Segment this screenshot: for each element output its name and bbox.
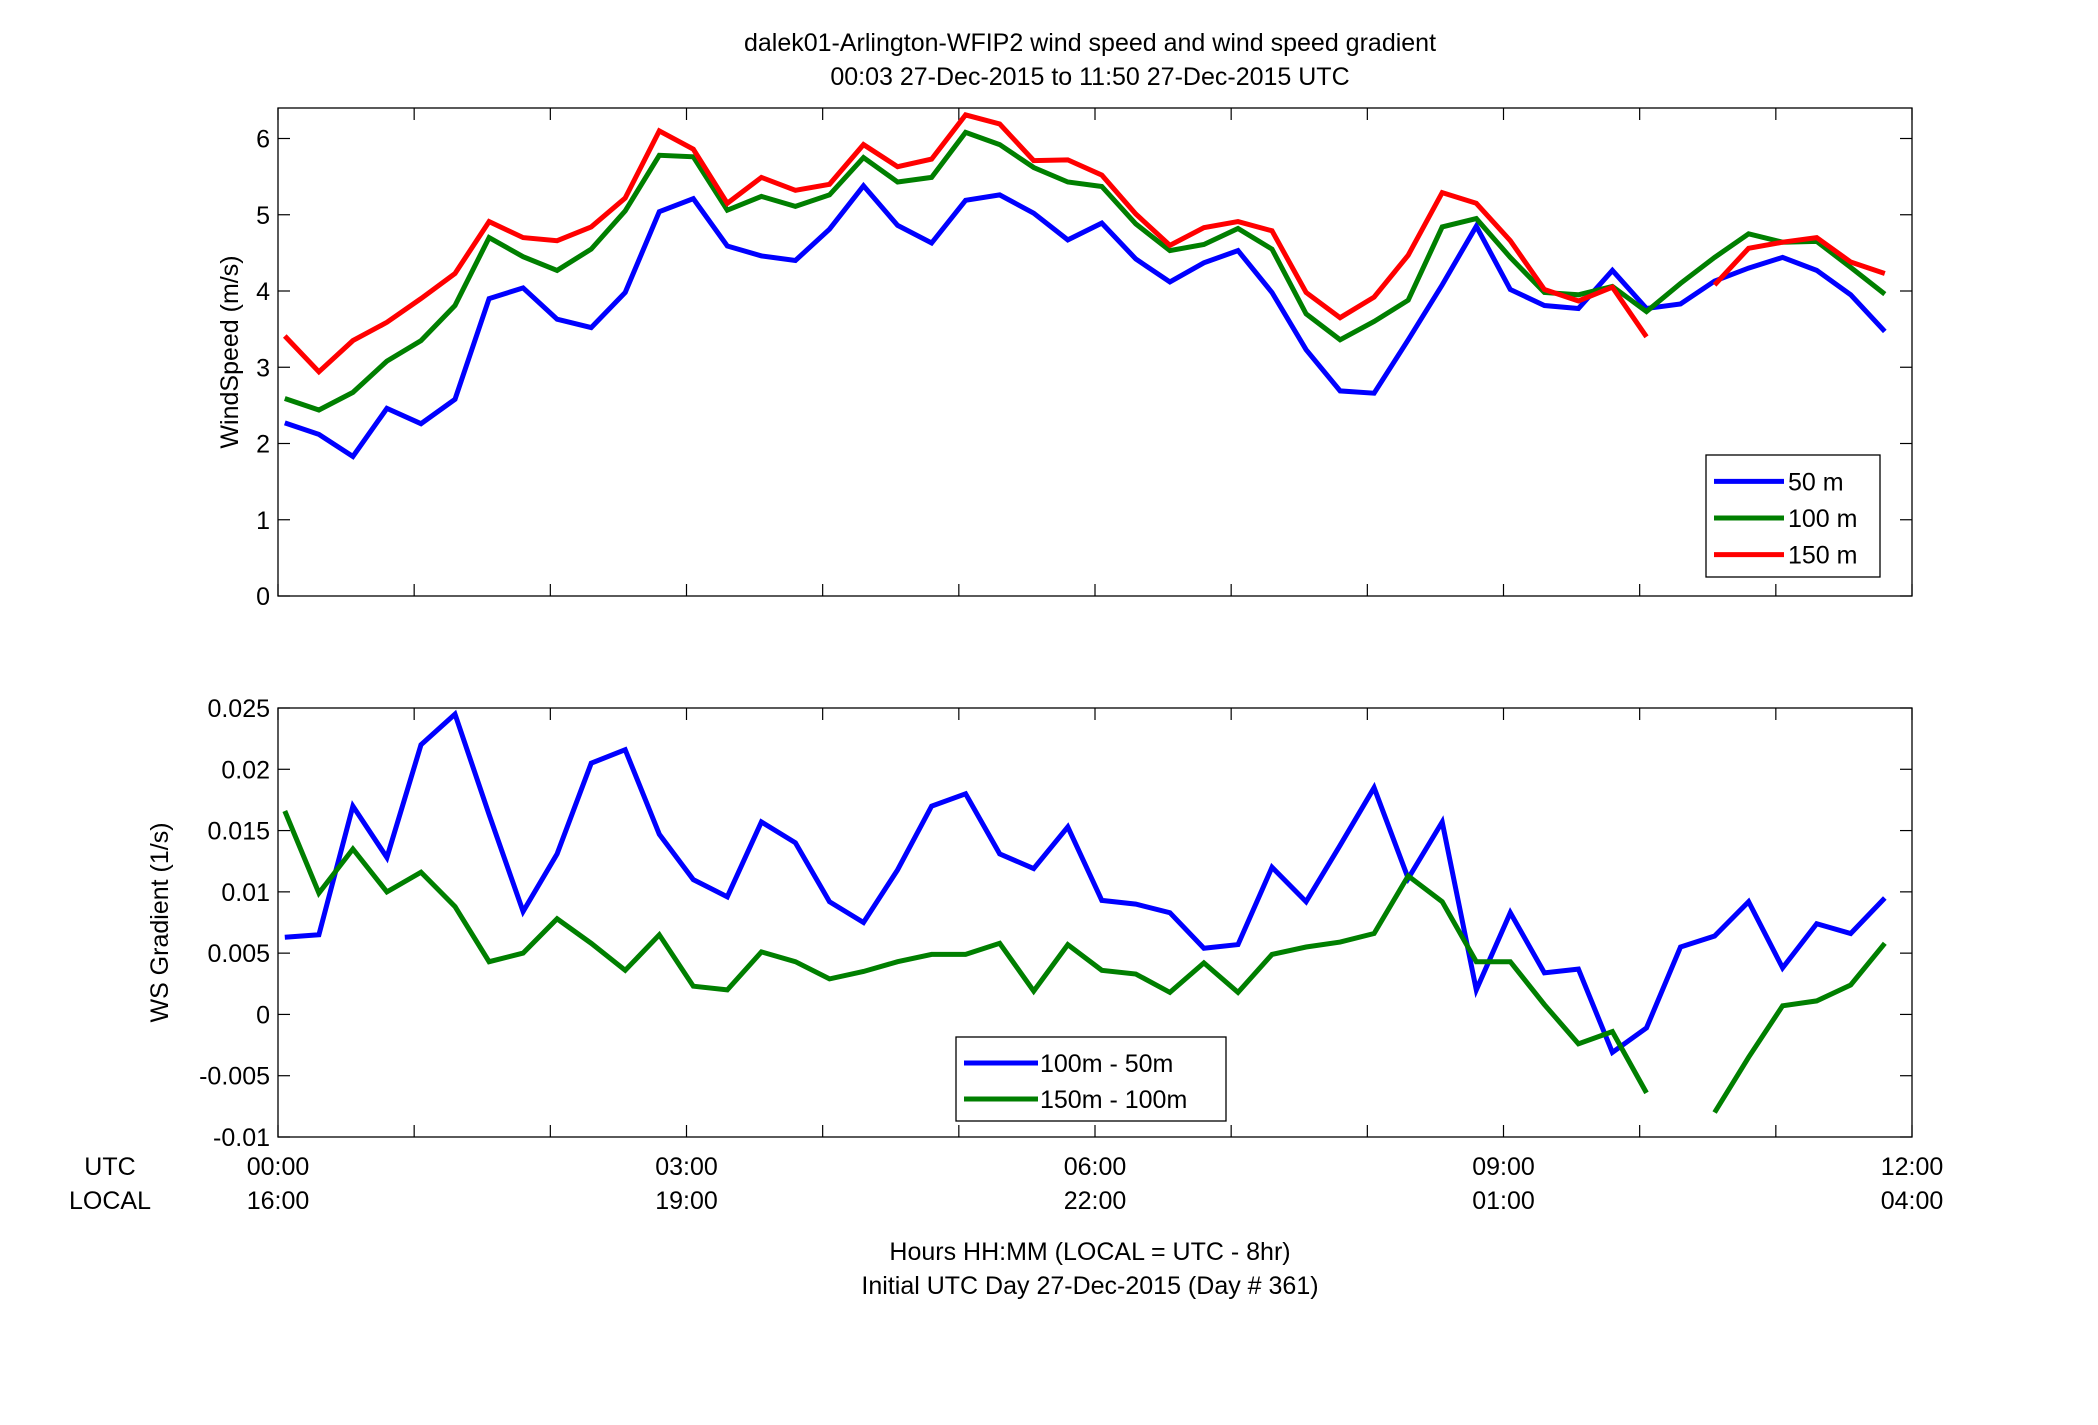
local-tick-label: 04:00: [1881, 1187, 1944, 1215]
y-tick-label: 5: [256, 202, 270, 230]
legend-label: 100m - 50m: [1040, 1050, 1173, 1078]
legend-label: 100 m: [1788, 505, 1857, 533]
y-axis-label: WS Gradient (1/s): [146, 822, 174, 1022]
axes-box: [277, 107, 1913, 597]
y-tick-label: 2: [256, 431, 270, 459]
legend: 50 m 100 m 150 m: [1705, 454, 1881, 578]
legend-label: 50 m: [1788, 468, 1844, 496]
utc-tick-labels: 00:00 03:00 06:00 09:00 12:00: [247, 1153, 1944, 1181]
local-tick-label: 19:00: [655, 1187, 718, 1215]
y-tick-label: 1: [256, 507, 270, 535]
y-tick-label: 3: [256, 354, 270, 382]
legend: 100m - 50m 150m - 100m: [955, 1036, 1227, 1122]
local-tick-labels: 16:00 19:00 22:00 01:00 04:00: [247, 1187, 1944, 1215]
local-tick-label: 22:00: [1064, 1187, 1127, 1215]
legend-box: [955, 1036, 1227, 1122]
y-tick-label: -0.01: [213, 1124, 270, 1152]
series-line-100-m: [284, 129, 1887, 413]
local-tick-label: 16:00: [247, 1187, 310, 1215]
utc-tick-label: 12:00: [1881, 1153, 1944, 1181]
local-tick-label: 01:00: [1472, 1187, 1535, 1215]
y-axis-label: WindSpeed (m/s): [216, 255, 244, 448]
y-tick-label: 0: [256, 1001, 270, 1029]
wind-speed-panel: 0 1 2 3 4 5 6 WindSpeed (m/s) 50 m 100 m 150 m: [216, 107, 1913, 611]
utc-tick-label: 00:00: [247, 1153, 310, 1181]
y-tick-label: 0.02: [221, 756, 270, 784]
series-line-150-m: [282, 112, 1886, 376]
utc-tick-label: 06:00: [1064, 1153, 1127, 1181]
x-axis-label: Hours HH:MM (LOCAL = UTC - 8hr): [889, 1238, 1290, 1266]
series-line-150m-100m: [282, 810, 1887, 1114]
utc-row-label: UTC: [84, 1153, 135, 1181]
legend-label: 150m - 100m: [1040, 1086, 1187, 1114]
y-tick-label: 0.025: [207, 695, 270, 723]
y-tick-label: 4: [256, 278, 270, 306]
legend-label: 150 m: [1788, 542, 1857, 570]
y-tick-label: 0.015: [207, 818, 270, 846]
series-line-50-m: [284, 181, 1887, 460]
utc-tick-label: 03:00: [655, 1153, 718, 1181]
y-tick-label: 0: [256, 583, 270, 611]
x-axis-sublabel: Initial UTC Day 27-Dec-2015 (Day # 361): [861, 1272, 1318, 1300]
chart-title: dalek01-Arlington-WFIP2 wind speed and w…: [744, 29, 1436, 57]
chart-subtitle: 00:03 27-Dec-2015 to 11:50 27-Dec-2015 U…: [830, 63, 1349, 91]
series-line-100m-50m: [284, 709, 1887, 1057]
y-tick-label: 0.01: [221, 879, 270, 907]
y-tick-label: 0.005: [207, 940, 270, 968]
y-tick-label: 6: [256, 126, 270, 154]
local-row-label: LOCAL: [69, 1187, 151, 1215]
wind-gradient-panel: -0.01 -0.005 0 0.005 0.01 0.015 0.02 0.025 WS Gr…: [146, 695, 1913, 1152]
utc-tick-label: 09:00: [1472, 1153, 1535, 1181]
y-tick-label: -0.005: [199, 1063, 270, 1091]
